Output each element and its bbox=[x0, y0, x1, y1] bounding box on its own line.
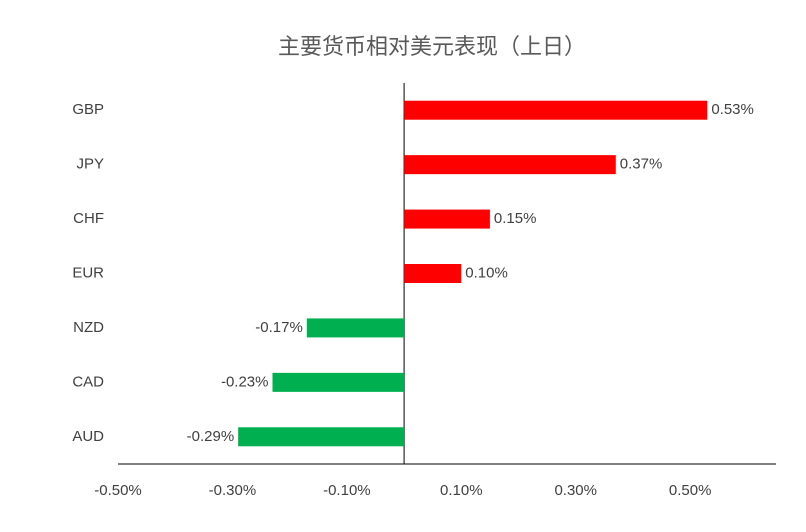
bar bbox=[272, 372, 405, 392]
bar bbox=[404, 155, 616, 175]
value-label: -0.17% bbox=[255, 319, 303, 336]
x-tick-label: 0.50% bbox=[669, 482, 712, 499]
bar bbox=[306, 318, 405, 338]
y-tick-label: NZD bbox=[73, 319, 104, 336]
chart-title: 主要货币相对美元表现（上日） bbox=[278, 35, 586, 60]
y-tick-label: EUR bbox=[72, 264, 104, 281]
x-tick-label: -0.10% bbox=[323, 482, 371, 499]
bar bbox=[404, 264, 462, 283]
value-label: -0.23% bbox=[221, 373, 269, 390]
value-label: -0.29% bbox=[187, 428, 235, 445]
y-tick-label: JPY bbox=[76, 156, 104, 173]
bar bbox=[404, 209, 490, 229]
y-tick-label: AUD bbox=[72, 428, 104, 445]
bar bbox=[238, 427, 405, 447]
y-tick-label: GBP bbox=[72, 101, 104, 118]
x-tick-label: 0.30% bbox=[554, 482, 597, 499]
value-label: 0.37% bbox=[620, 156, 663, 173]
x-tick-label: -0.30% bbox=[209, 482, 257, 499]
y-tick-label: CAD bbox=[72, 373, 104, 390]
y-tick-label: CHF bbox=[73, 210, 104, 227]
value-label: 0.53% bbox=[711, 101, 754, 118]
value-label: 0.15% bbox=[494, 210, 537, 227]
bar bbox=[404, 100, 708, 120]
value-label: 0.10% bbox=[465, 264, 508, 281]
x-tick-label: 0.10% bbox=[440, 482, 483, 499]
x-tick-label: -0.50% bbox=[94, 482, 142, 499]
